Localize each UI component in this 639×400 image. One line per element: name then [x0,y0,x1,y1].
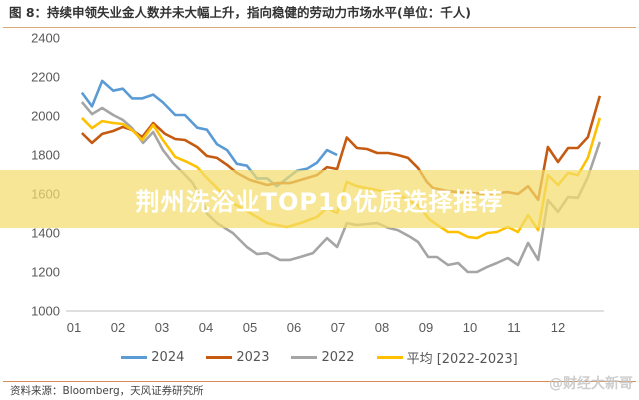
y-tick-label: 2200 [31,70,60,85]
legend-item: 2023 [206,348,269,367]
legend-item: 2024 [121,348,184,367]
legend-item: 平均 [2022-2023] [376,348,518,367]
banner-text: 荆州洗浴业TOP10优质选择推荐 [135,187,504,216]
x-tick-label: 02 [111,320,125,335]
y-tick-label: 1800 [31,148,60,163]
x-tick-label: 03 [155,320,169,335]
overlay-banner: 荆州洗浴业TOP10优质选择推荐 [0,170,639,228]
x-tick-label: 12 [551,320,565,335]
x-tick-label: 08 [375,320,389,335]
legend-swatch [206,356,233,359]
watermark: @财经大新哥 [549,376,633,392]
x-tick-label: 01 [67,320,81,335]
x-tick-label: 11 [507,320,521,335]
legend-item: 2022 [291,348,355,367]
legend-label: 2023 [236,350,270,365]
x-tick-label: 05 [243,320,257,335]
source-divider [3,381,636,382]
x-tick-label: 09 [419,320,433,335]
series-line-2022 [80,101,602,274]
legend-swatch [121,356,148,359]
legend-label: 平均 [2022-2023] [406,352,518,367]
x-tick-label: 07 [331,320,345,335]
y-tick-label: 1000 [31,304,60,319]
x-tick-label: 10 [463,320,477,335]
y-tick-label: 2000 [31,109,60,124]
y-tick-label: 1400 [31,226,60,241]
legend: 2024 2023 2022 平均 [2022-2023] [0,348,639,367]
legend-label: 2024 [151,350,185,365]
x-tick-label: 04 [199,320,213,335]
axes: 1000120014001600180020002200240001020304… [31,31,604,335]
legend-label: 2022 [321,350,355,365]
title-divider [3,27,636,28]
source-note: 资料来源：Bloomberg，天风证券研究所 [10,385,204,397]
y-tick-label: 1200 [31,265,60,280]
line-chart: 1000120014001600180020002200240001020304… [31,31,604,335]
y-tick-label: 2400 [31,31,60,46]
legend-swatch [291,356,318,359]
chart-title: 图 8：持续申领失业金人数并未大幅上升，指向稳健的劳动力市场水平(单位：千人) [9,5,471,20]
legend-swatch [376,356,403,359]
x-tick-label: 06 [287,320,301,335]
